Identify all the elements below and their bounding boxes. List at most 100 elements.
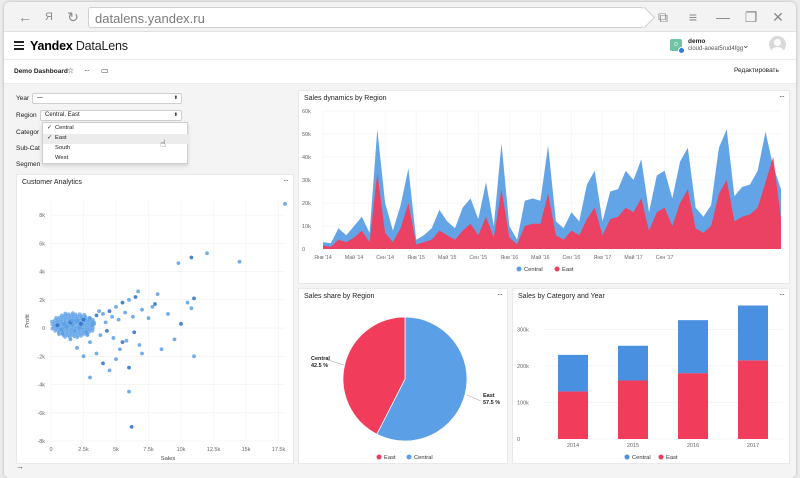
browser-menu-icon[interactable]: ≡: [688, 9, 698, 25]
category-label: Categor: [16, 129, 40, 136]
scatter-point: [72, 334, 77, 339]
x-tick-label: Май '15: [438, 254, 456, 261]
url-input[interactable]: [95, 10, 615, 26]
scatter-point: [59, 327, 64, 332]
widget-title: Customer Analytics: [22, 179, 82, 186]
y-tick-label: 30k: [302, 178, 311, 184]
dropdown-item-west[interactable]: West: [43, 154, 189, 164]
scatter-point: [57, 332, 61, 337]
x-tick-label: 5k: [113, 447, 119, 453]
scatter-point: [127, 365, 131, 370]
pie-value-central: 42.5 %: [311, 363, 328, 369]
scatter-point: [57, 315, 62, 320]
scatter-point: [82, 312, 87, 317]
pie-slice-central: [342, 316, 406, 435]
y-axis-label: Profit: [25, 314, 31, 328]
avatar[interactable]: [769, 36, 786, 53]
address-bar[interactable]: [88, 7, 644, 28]
y-tick-label: 20k: [302, 201, 311, 207]
scatter-point: [120, 300, 125, 305]
scatter-point: [101, 312, 105, 316]
dropdown-item-label: West: [55, 155, 69, 161]
scatter-point: [101, 361, 105, 366]
y-tick-label: -2k: [37, 354, 45, 360]
dropdown-item-central[interactable]: ✓ Central: [43, 124, 189, 134]
scatter-point: [127, 297, 131, 302]
status-dot-icon: [678, 47, 685, 54]
scatter-point: [205, 251, 209, 256]
close-icon[interactable]: ✕: [772, 9, 784, 25]
reload-icon[interactable]: ↻: [67, 9, 79, 25]
app-header: Yandex DataLens D demo cloud-aoeat5rud4f…: [4, 32, 796, 60]
scatter-point: [155, 292, 160, 297]
user-menu[interactable]: D demo cloud-aoeat5rud4fgg ⌄: [670, 37, 760, 57]
scatter-point: [63, 311, 68, 316]
scatter-point: [114, 357, 118, 362]
x-tick-label: 2017: [747, 443, 759, 449]
region-value: Central, East: [45, 112, 80, 118]
scatter-point: [133, 295, 138, 299]
user-name: demo: [688, 38, 706, 45]
legend-label: East: [562, 267, 574, 273]
scatter-point: [81, 317, 86, 322]
scatter-point: [189, 255, 194, 260]
chevron-down-icon[interactable]: ⌄: [742, 40, 750, 50]
x-tick-label: 12.5k: [207, 447, 221, 453]
region-select[interactable]: Central, East ⬍: [40, 110, 182, 121]
scatter-point: [77, 326, 82, 330]
legend-marker: [376, 454, 382, 460]
widget-menu-icon[interactable]: ···: [497, 290, 503, 299]
arrow-right-icon[interactable]: →: [16, 462, 24, 471]
y-tick-label: 8k: [39, 213, 45, 219]
scatter-point: [150, 304, 155, 309]
scatter-point: [79, 321, 83, 326]
scatter-point: [64, 324, 69, 329]
scatter-chart: 8k 6k 4k 2k 0 -2k -4k -6k -8k 0 2.5k 5k 7.5k 10k 12.5k…: [25, 201, 287, 461]
star-icon[interactable]: ☆: [67, 66, 75, 75]
back-icon[interactable]: ←: [18, 9, 32, 25]
scatter-point: [98, 333, 103, 338]
folder-icon[interactable]: ▭: [101, 66, 109, 75]
scatter-point: [116, 317, 121, 322]
scatter-point: [136, 289, 140, 294]
legend-marker: [624, 454, 630, 460]
bar-central-2014: [558, 354, 588, 392]
scatter-point: [166, 312, 170, 316]
scatter-point: [137, 343, 142, 347]
scatter-point: [114, 304, 118, 309]
edit-button[interactable]: Редактировать: [734, 67, 779, 74]
x-tick-label: Сен '14: [376, 255, 394, 261]
tabs-icon[interactable]: ⧉: [658, 9, 668, 25]
restore-icon[interactable]: ❐: [744, 9, 758, 25]
customer-analytics-widget: Customer Analytics ··· 8k 6k 4k 2k 0 -2k -4k -6…: [16, 174, 294, 464]
scatter-point: [60, 331, 65, 336]
x-tick-label: Янв '16: [501, 255, 519, 261]
app-logo[interactable]: Yandex DataLens: [30, 39, 128, 53]
x-tick-label: 2016: [687, 443, 699, 449]
widget-menu-icon[interactable]: ···: [779, 92, 785, 101]
dropdown-item-south[interactable]: South: [43, 144, 189, 154]
logo-brand: Yandex: [30, 39, 73, 53]
widget-menu-icon[interactable]: ···: [283, 176, 289, 185]
scatter-point: [90, 328, 95, 333]
dropdown-item-east[interactable]: ✓ East: [43, 134, 189, 144]
widget-menu-icon[interactable]: ···: [779, 290, 785, 299]
bar-central-2017: [738, 305, 768, 361]
x-tick-label: 15k: [242, 447, 251, 453]
y-tick-label: -4k: [37, 383, 45, 389]
scatter-point: [90, 323, 95, 328]
year-select[interactable]: — ⬍: [32, 93, 182, 104]
scatter-point: [132, 330, 137, 335]
scatter-point: [97, 309, 101, 314]
yandex-icon[interactable]: Я: [45, 11, 53, 23]
hamburger-icon[interactable]: [14, 41, 24, 50]
page-title: Demo Dashboard: [14, 68, 68, 75]
scatter-point: [185, 300, 190, 305]
sales-category-widget: Sales by Category and Year ··· 300k 200k 1…: [512, 288, 790, 464]
scatter-point: [79, 333, 83, 338]
scatter-point: [129, 424, 134, 429]
more-icon[interactable]: ···: [84, 66, 90, 75]
sales-share-widget: Sales share by Region ··· Central 42.5 % E…: [298, 288, 508, 464]
minimize-icon[interactable]: —: [716, 9, 730, 25]
scatter-point: [72, 328, 77, 333]
